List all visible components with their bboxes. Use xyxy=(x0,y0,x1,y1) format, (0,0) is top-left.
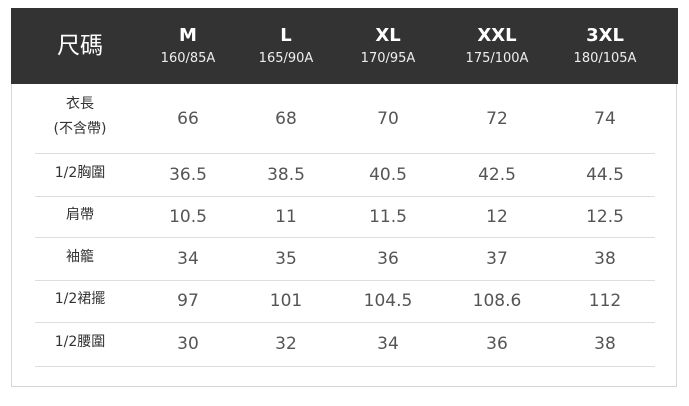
size-name: XL xyxy=(375,25,401,46)
cell-value: 44.5 xyxy=(586,164,624,185)
row-separator xyxy=(35,280,655,281)
row-note: (不含帶) xyxy=(53,120,107,137)
row-separator xyxy=(35,366,655,367)
cell-value: 38.5 xyxy=(267,164,305,185)
cell-value: 40.5 xyxy=(369,164,407,185)
table-header xyxy=(11,8,678,84)
cell-value: 112 xyxy=(588,291,622,311)
row-label: 1/2胸圍 xyxy=(54,164,106,181)
size-name: M xyxy=(179,25,197,46)
cell-value: 30 xyxy=(177,334,199,354)
size-measure: 160/85A xyxy=(160,51,216,66)
cell-value: 12.5 xyxy=(586,206,624,227)
size-measure: 165/90A xyxy=(258,51,314,66)
row-separator xyxy=(35,322,655,323)
cell-value: 36.5 xyxy=(169,164,207,185)
cell-value: 35 xyxy=(275,248,297,269)
cell-value: 10.5 xyxy=(169,206,207,227)
cell-value: 34 xyxy=(377,334,399,354)
cell-value: 68 xyxy=(275,108,297,129)
cell-value: 72 xyxy=(486,108,508,129)
cell-value: 32 xyxy=(275,334,297,354)
row-label: 1/2裙擺 xyxy=(54,291,106,307)
cell-value: 12 xyxy=(486,206,508,227)
cell-value: 70 xyxy=(377,108,399,129)
cell-value: 38 xyxy=(594,248,616,269)
size-measure: 180/105A xyxy=(573,51,637,66)
row-separator xyxy=(35,237,655,238)
cell-value: 97 xyxy=(177,291,199,311)
cell-value: 34 xyxy=(177,248,199,269)
row-label: 肩帶 xyxy=(66,206,94,223)
row-label: 袖籠 xyxy=(66,248,94,265)
cell-value: 36 xyxy=(377,248,399,269)
row-separator xyxy=(35,196,655,197)
cell-value: 66 xyxy=(177,108,199,129)
cell-value: 37 xyxy=(486,248,508,269)
size-measure: 170/95A xyxy=(360,51,416,66)
cell-value: 74 xyxy=(594,108,616,129)
size-name: L xyxy=(280,25,292,46)
row-separator xyxy=(35,153,655,154)
row-label: 1/2腰圍 xyxy=(54,334,106,350)
size-name: 3XL xyxy=(586,25,624,46)
cell-value: 11 xyxy=(275,206,297,227)
size-measure: 175/100A xyxy=(465,51,529,66)
cell-value: 38 xyxy=(594,334,616,354)
cell-value: 42.5 xyxy=(478,164,516,185)
cell-value: 36 xyxy=(486,334,508,354)
header-title: 尺碼 xyxy=(57,33,103,59)
cell-value: 104.5 xyxy=(363,291,413,311)
cell-value: 101 xyxy=(269,291,303,311)
size-name: XXL xyxy=(477,25,517,46)
row-label: 衣長 xyxy=(66,95,94,112)
cell-value: 108.6 xyxy=(472,291,522,311)
cell-value: 11.5 xyxy=(369,206,407,227)
